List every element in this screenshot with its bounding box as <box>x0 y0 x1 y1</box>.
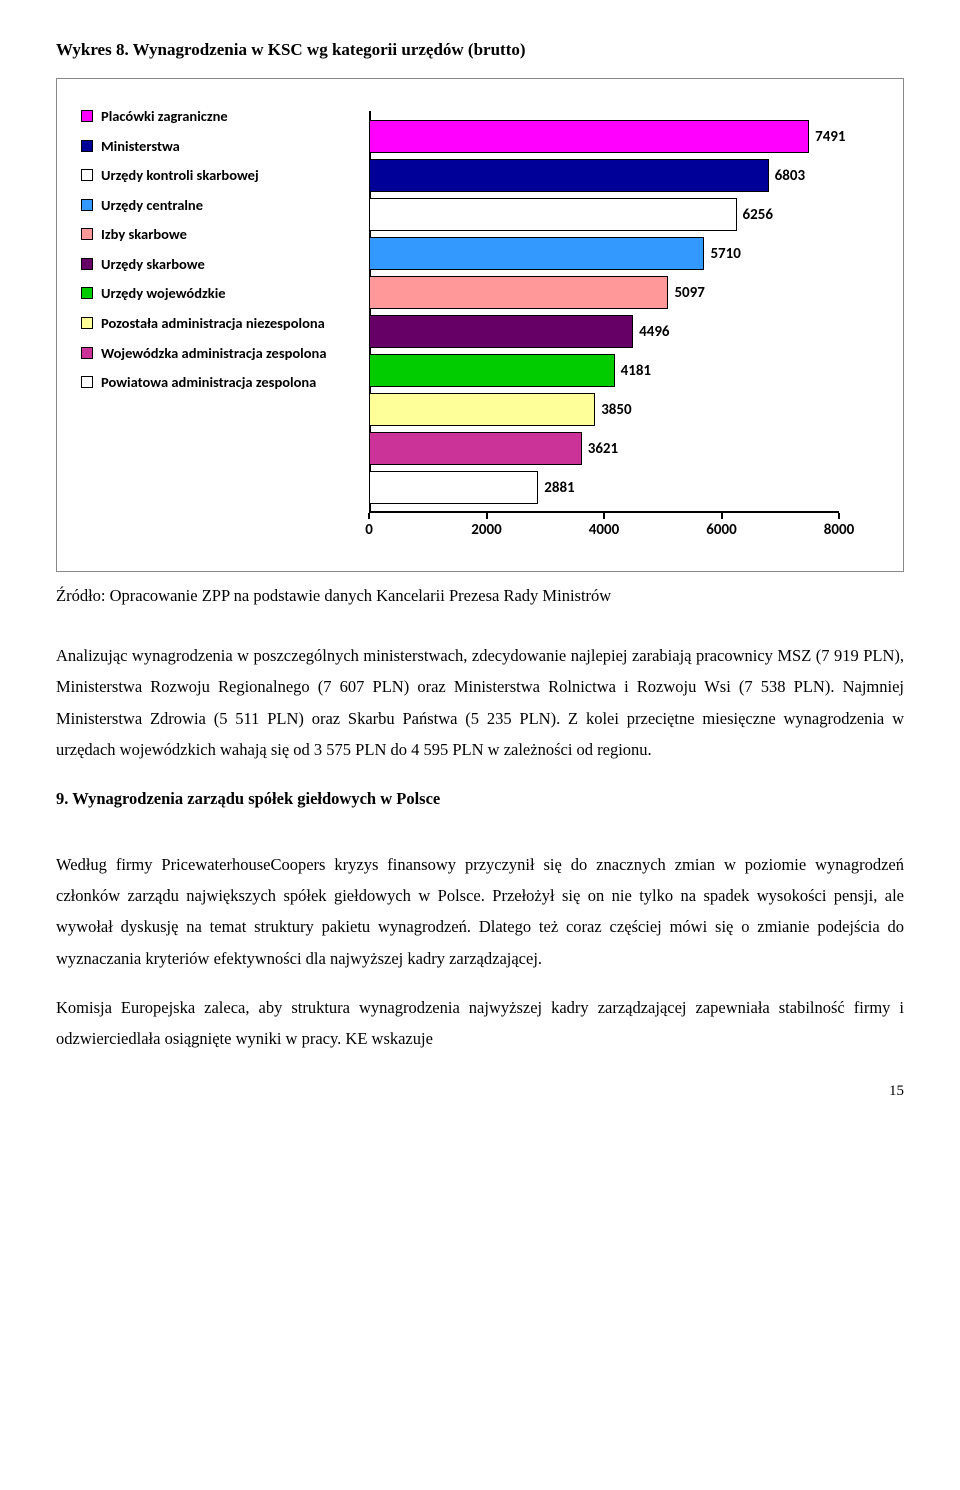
bar-value-label: 6803 <box>775 167 805 185</box>
bar <box>369 471 538 504</box>
bar-value-label: 7491 <box>815 128 845 146</box>
x-tick <box>486 513 488 519</box>
legend-item: Urzędy skarbowe <box>81 255 341 275</box>
bar-row: 3850 <box>369 390 839 429</box>
body-text: Analizując wynagrodzenia w poszczególnyc… <box>56 640 904 1055</box>
bar <box>369 198 737 231</box>
legend-item: Ministerstwa <box>81 137 341 157</box>
bar <box>369 159 769 192</box>
legend-swatch <box>81 347 93 359</box>
bar <box>369 276 668 309</box>
legend-label: Urzędy wojewódzkie <box>101 284 341 304</box>
legend-label: Urzędy skarbowe <box>101 255 341 275</box>
legend-item: Izby skarbowe <box>81 225 341 245</box>
legend-label: Placówki zagraniczne <box>101 107 341 127</box>
bar-value-label: 6256 <box>743 206 773 224</box>
legend-swatch <box>81 199 93 211</box>
legend-item: Urzędy wojewódzkie <box>81 284 341 304</box>
bar-value-label: 5097 <box>674 284 704 302</box>
x-tick <box>838 513 840 519</box>
chart-plot: 7491 6803 6256 5710 5097 4496 4181 3850 3621 2881… <box>365 107 879 547</box>
legend-swatch <box>81 317 93 329</box>
legend-label: Ministerstwa <box>101 137 341 157</box>
bar <box>369 432 582 465</box>
source-text: Źródło: Opracowanie ZPP na podstawie dan… <box>56 586 904 606</box>
legend-swatch <box>81 376 93 388</box>
page-number: 15 <box>56 1083 904 1100</box>
legend-item: Powiatowa administracja zespolona <box>81 373 341 393</box>
bar-row: 7491 <box>369 117 839 156</box>
x-tick-label: 6000 <box>706 521 736 539</box>
legend-swatch <box>81 110 93 122</box>
bar <box>369 393 595 426</box>
legend-item: Wojewódzka administracja zespolona <box>81 344 341 364</box>
bar-value-label: 3850 <box>601 401 631 419</box>
paragraph: Komisja Europejska zaleca, aby struktura… <box>56 992 904 1055</box>
bar-value-label: 4181 <box>621 362 651 380</box>
x-tick-label: 4000 <box>589 521 619 539</box>
x-tick-label: 2000 <box>471 521 501 539</box>
legend-swatch <box>81 258 93 270</box>
legend-item: Urzędy kontroli skarbowej <box>81 166 341 186</box>
legend-label: Urzędy centralne <box>101 196 341 216</box>
paragraph: Według firmy PricewaterhouseCoopers kryz… <box>56 849 904 974</box>
bar-value-label: 4496 <box>639 323 669 341</box>
bar <box>369 315 633 348</box>
bar-row: 6256 <box>369 195 839 234</box>
bars-container: 7491 6803 6256 5710 5097 4496 4181 3850 3621 2881 <box>369 111 839 513</box>
x-tick-label: 0 <box>365 521 373 539</box>
x-tick <box>721 513 723 519</box>
bar-row: 6803 <box>369 156 839 195</box>
bar-value-label: 5710 <box>710 245 740 263</box>
bar-row: 5097 <box>369 273 839 312</box>
legend-item: Placówki zagraniczne <box>81 107 341 127</box>
bar <box>369 354 615 387</box>
section-heading: 9. Wynagrodzenia zarządu spółek giełdowy… <box>56 783 904 814</box>
legend-label: Urzędy kontroli skarbowej <box>101 166 341 186</box>
bar-row: 2881 <box>369 468 839 507</box>
bar-row: 3621 <box>369 429 839 468</box>
bar-row: 4181 <box>369 351 839 390</box>
chart-caption: Wykres 8. Wynagrodzenia w KSC wg kategor… <box>56 40 904 60</box>
paragraph: Analizując wynagrodzenia w poszczególnyc… <box>56 640 904 765</box>
legend-label: Powiatowa administracja zespolona <box>101 373 341 393</box>
legend-swatch <box>81 140 93 152</box>
legend-label: Pozostała administracja niezespolona <box>101 314 341 334</box>
bar-value-label: 2881 <box>544 479 574 497</box>
chart-frame: Placówki zagraniczne Ministerstwa Urzędy k… <box>56 78 904 572</box>
x-tick-label: 8000 <box>824 521 854 539</box>
bar <box>369 120 809 153</box>
legend-swatch <box>81 228 93 240</box>
bar-row: 4496 <box>369 312 839 351</box>
legend-label: Izby skarbowe <box>101 225 341 245</box>
chart-legend: Placówki zagraniczne Ministerstwa Urzędy k… <box>81 107 341 547</box>
legend-item: Pozostała administracja niezespolona <box>81 314 341 334</box>
bar-value-label: 3621 <box>588 440 618 458</box>
bar-row: 5710 <box>369 234 839 273</box>
bar <box>369 237 704 270</box>
legend-swatch <box>81 169 93 181</box>
legend-item: Urzędy centralne <box>81 196 341 216</box>
x-tick <box>368 513 370 519</box>
legend-label: Wojewódzka administracja zespolona <box>101 344 341 364</box>
x-tick <box>603 513 605 519</box>
legend-swatch <box>81 287 93 299</box>
